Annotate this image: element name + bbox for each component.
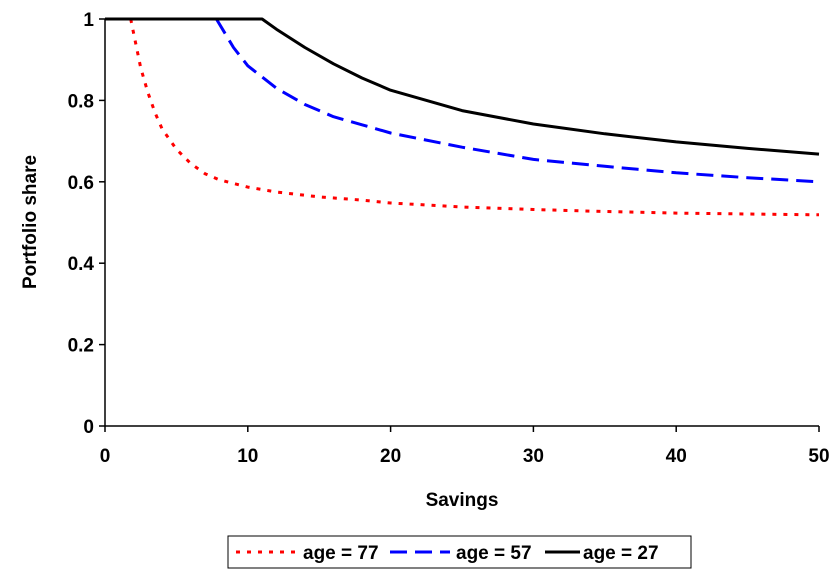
y-tick-label: 0.8 [68, 91, 94, 112]
x-tick-label: 0 [100, 446, 111, 467]
series-line-1 [129, 18, 820, 217]
series-line-3 [105, 17, 820, 156]
legend-label-1: age = 77 [303, 543, 379, 564]
x-tick-label: 40 [666, 446, 687, 467]
legend-label-2: age = 57 [456, 543, 532, 564]
y-tick-label: 0 [83, 417, 94, 438]
y-tick-label: 1 [83, 10, 94, 31]
legend-label-3: age = 27 [583, 543, 659, 564]
y-ticks: 0 0.2 0.4 0.6 0.8 1 [68, 10, 105, 438]
legend-box [227, 535, 692, 569]
y-tick-label: 0.2 [68, 336, 94, 357]
y-tick-label: 0.6 [68, 173, 94, 194]
y-tick-label: 0.4 [68, 254, 95, 275]
x-tick-label: 20 [380, 446, 401, 467]
y-axis-label: Portfolio share [20, 155, 41, 289]
x-ticks: 0 10 20 30 40 50 [100, 426, 830, 467]
x-axis-label: Savings [426, 490, 499, 511]
x-tick-label: 50 [808, 446, 829, 467]
legend: age = 77 age = 57 age = 27 [227, 535, 692, 569]
plot-lines [105, 17, 820, 217]
x-tick-label: 10 [237, 446, 258, 467]
series-line-2 [215, 18, 820, 184]
x-tick-label: 30 [523, 446, 544, 467]
